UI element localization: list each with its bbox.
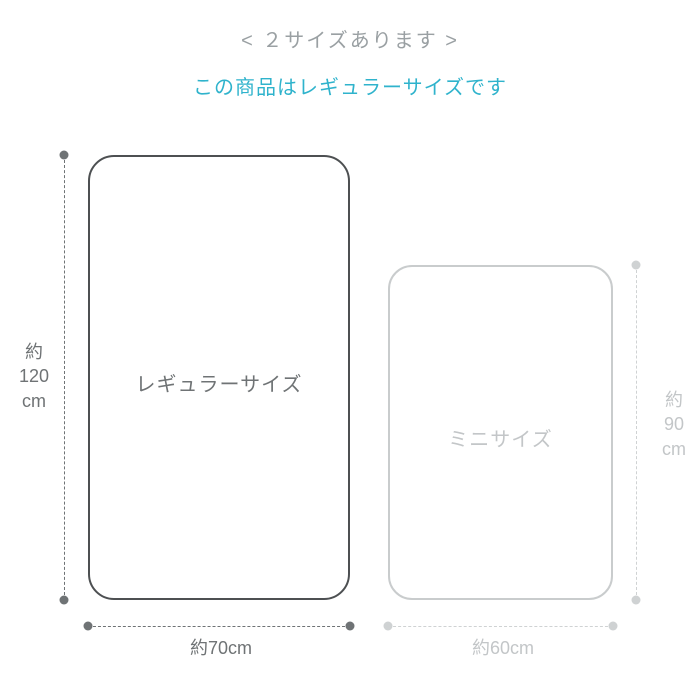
dimension-bar — [636, 265, 637, 600]
regular-size-label: レギュラーサイズ — [90, 368, 348, 397]
dimension-endpoint-dot — [346, 622, 355, 631]
mini-size-rect: ミニサイズ — [388, 265, 613, 600]
mini-size-label: ミニサイズ — [390, 423, 611, 452]
regular-height-label: 約120cm — [10, 340, 58, 413]
mini-height-label: 約90cm — [652, 388, 696, 461]
mini-width-label: 約60cm — [438, 636, 568, 660]
regular-size-rect: レギュラーサイズ — [88, 155, 350, 600]
dimension-endpoint-dot — [609, 622, 618, 631]
regular-height-dimension-line — [63, 155, 65, 600]
dimension-endpoint-dot — [632, 596, 641, 605]
mini-height-dimension-line — [635, 265, 637, 600]
dimension-endpoint-dot — [60, 596, 69, 605]
dimension-endpoint-dot — [632, 261, 641, 270]
mini-width-dimension-line — [388, 625, 613, 627]
dimension-bar — [88, 626, 350, 627]
dimension-endpoint-dot — [60, 151, 69, 160]
dimension-endpoint-dot — [384, 622, 393, 631]
dimension-bar — [388, 626, 613, 627]
diagram-stage: レギュラーサイズ ミニサイズ 約120cm 約70cm 約90cm 約60cm — [0, 0, 700, 700]
regular-width-dimension-line — [88, 625, 350, 627]
regular-width-label: 約70cm — [156, 636, 286, 660]
dimension-endpoint-dot — [84, 622, 93, 631]
dimension-bar — [64, 155, 65, 600]
